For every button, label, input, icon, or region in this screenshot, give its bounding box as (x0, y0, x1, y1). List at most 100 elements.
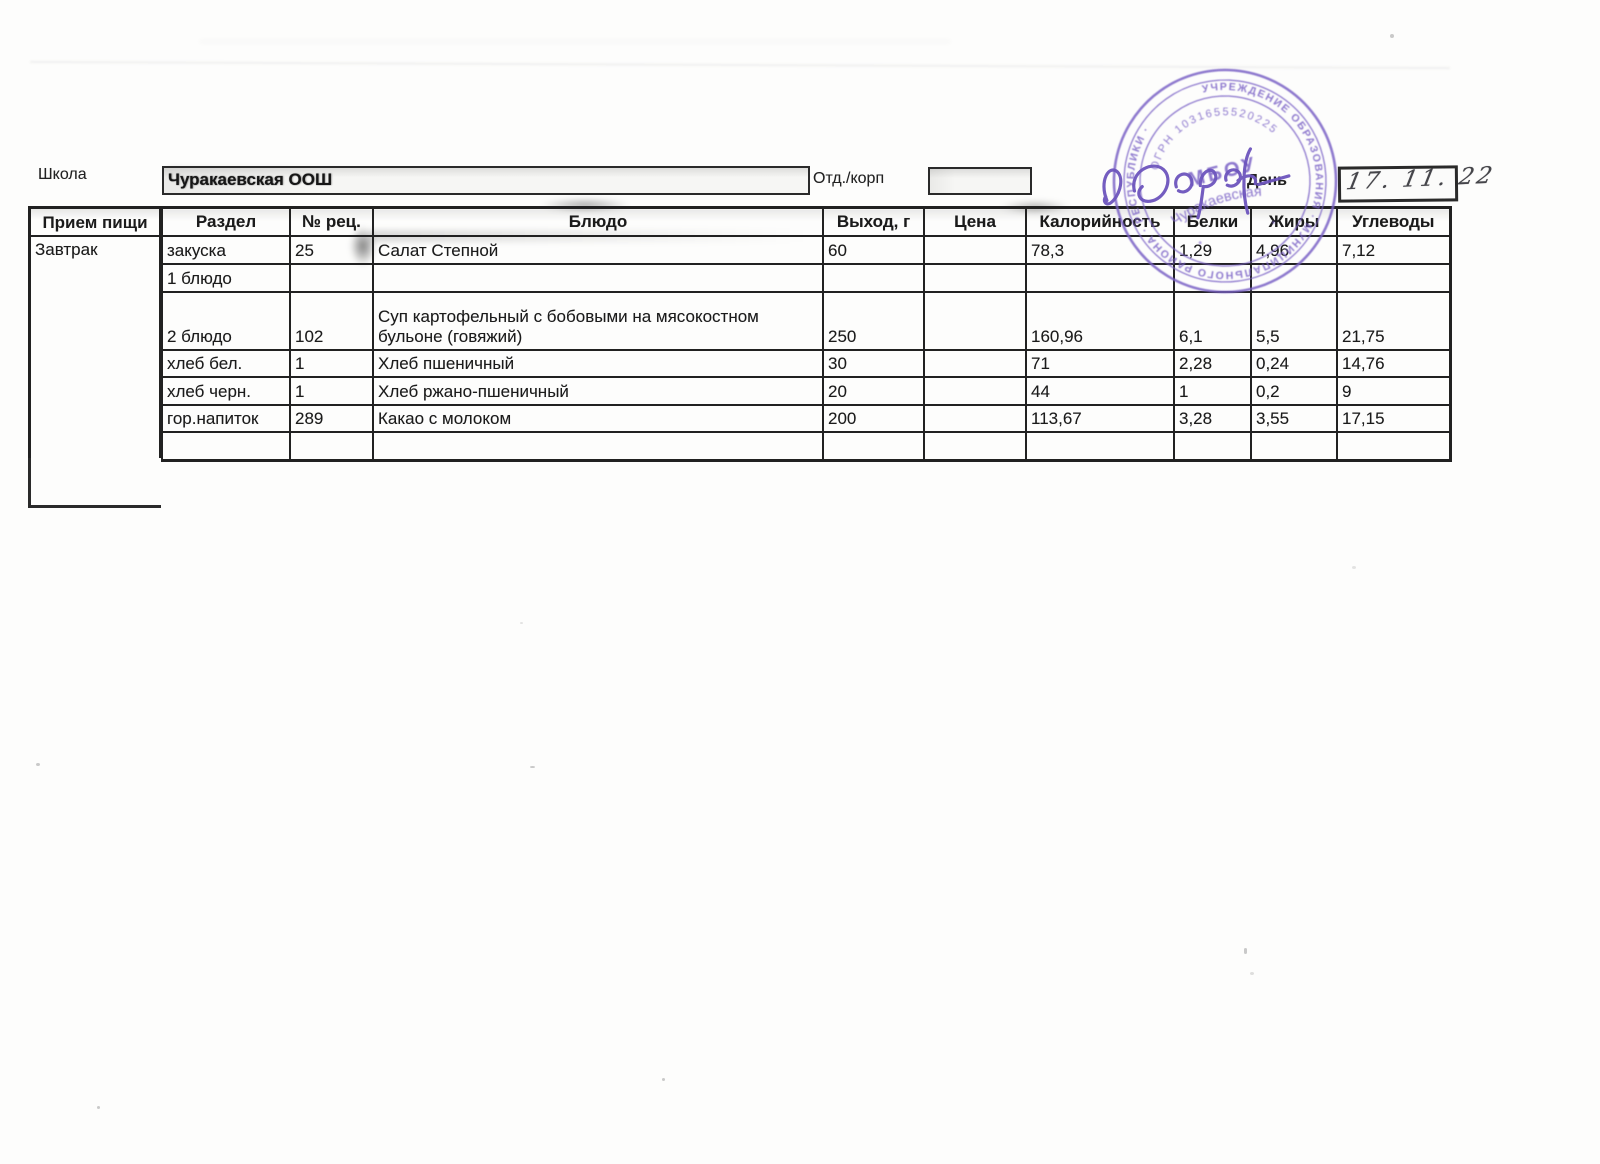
column-header-dish: Блюдо (372, 206, 824, 237)
cell-protein: 1 (1173, 376, 1252, 406)
school-value: Чуракаевская ООШ (168, 170, 333, 189)
cell-protein: 6,1 (1173, 291, 1252, 351)
cell-section: закуска (161, 235, 291, 265)
cell-dish: Суп картофельный с бобовыми на мясокостн… (372, 291, 824, 351)
cell-calories: 113,67 (1025, 404, 1175, 433)
cell-carbs: 9 (1336, 376, 1451, 406)
cell-carbs: 17,15 (1336, 404, 1451, 433)
scan-speck (520, 622, 523, 624)
cell-price (923, 404, 1027, 433)
cell-price (923, 376, 1027, 406)
cell-output (822, 431, 925, 461)
cell-fat: 0,2 (1250, 376, 1338, 406)
cell-recipe-no: 102 (289, 291, 374, 351)
cell-fat: 0,24 (1250, 349, 1338, 378)
table-row: хлеб черн. 1 Хлеб ржано-пшеничный 20 44 … (161, 376, 1451, 406)
cell-section: 1 блюдо (161, 263, 291, 293)
cell-price (923, 349, 1027, 378)
column-header-output: Выход, г (822, 206, 925, 237)
cell-protein: 2,28 (1173, 349, 1252, 378)
cell-calories: 71 (1025, 349, 1175, 378)
cell-carbs (1336, 431, 1451, 461)
column-header-recipe-no: № рец. (289, 206, 374, 237)
cell-price (923, 235, 1027, 265)
table-row: хлеб бел. 1 Хлеб пшеничный 30 71 2,28 0,… (161, 349, 1451, 378)
cell-price (923, 263, 1027, 293)
cell-section (161, 431, 291, 461)
cell-calories: 160,96 (1025, 291, 1175, 351)
cell-protein (1173, 431, 1252, 461)
cell-fat: 3,55 (1250, 404, 1338, 433)
meal-value: Завтрак (35, 240, 98, 259)
scan-speck (1390, 34, 1394, 38)
cell-fat (1250, 263, 1338, 293)
scan-speck (1244, 948, 1247, 954)
cell-protein (1173, 263, 1252, 293)
cell-output: 60 (822, 235, 925, 265)
cell-recipe-no: 1 (289, 376, 374, 406)
table-row: 2 блюдо 102 Суп картофельный с бобовыми … (161, 291, 1451, 351)
cell-price (923, 431, 1027, 461)
cell-calories: 78,3 (1025, 235, 1175, 265)
menu-table: Раздел № рец. Блюдо Выход, г Цена Калори… (161, 206, 1452, 462)
scan-artifact-line (200, 40, 950, 43)
dept-label: Отд./корп (813, 170, 885, 187)
cell-section: хлеб черн. (161, 376, 291, 406)
scan-speck (1250, 972, 1254, 975)
cell-dish (372, 431, 824, 461)
table-row: гор.напиток 289 Какао с молоком 200 113,… (161, 404, 1451, 433)
school-field: Чуракаевская ООШ (162, 166, 810, 195)
cell-fat (1250, 431, 1338, 461)
svg-text:ОГРН 1031655520225: ОГРН 1031655520225 (1138, 92, 1283, 174)
cell-protein: 3,28 (1173, 404, 1252, 433)
day-label: День (1247, 172, 1287, 189)
day-handwritten-value: 17. 11. 22 (1343, 162, 1498, 196)
cell-fat: 4,96 (1250, 235, 1338, 265)
column-header-carbs: Углеводы (1336, 206, 1451, 237)
cell-recipe-no: 1 (289, 349, 374, 378)
cell-output: 30 (822, 349, 925, 378)
meal-column: Прием пищи Завтрак (28, 206, 161, 458)
column-header-meal: Прием пищи (31, 209, 159, 237)
cell-calories: 44 (1025, 376, 1175, 406)
stamp-ogrn-text: ОГРН 1031655520225 (1138, 92, 1283, 174)
cell-dish (372, 263, 824, 293)
school-label: Школа (38, 166, 87, 183)
column-header-calories: Калорийность (1025, 206, 1175, 237)
meal-column-extension (28, 458, 161, 508)
scan-speck (530, 766, 535, 768)
table-row (161, 431, 1451, 461)
scan-speck (97, 1106, 100, 1109)
column-header-section: Раздел (161, 206, 291, 237)
cell-calories (1025, 431, 1175, 461)
cell-recipe-no (289, 431, 374, 461)
cell-output (822, 263, 925, 293)
cell-dish: Хлеб пшеничный (372, 349, 824, 378)
cell-carbs: 14,76 (1336, 349, 1451, 378)
column-header-price: Цена (923, 206, 1027, 237)
dept-field (928, 167, 1032, 195)
cell-section: гор.напиток (161, 404, 291, 433)
cell-dish: Хлеб ржано-пшеничный (372, 376, 824, 406)
cell-calories (1025, 263, 1175, 293)
cell-output: 250 (822, 291, 925, 351)
scan-artifact-line (30, 60, 1450, 70)
cell-dish: Салат Степной (372, 235, 824, 265)
cell-recipe-no: 25 (289, 235, 374, 265)
scan-speck (1352, 566, 1356, 569)
cell-output: 200 (822, 404, 925, 433)
column-header-fat: Жиры (1250, 206, 1338, 237)
day-field: 17. 11. 22 (1337, 162, 1498, 203)
cell-price (923, 291, 1027, 351)
cell-recipe-no (289, 263, 374, 293)
cell-carbs (1336, 263, 1451, 293)
scan-speck (36, 763, 40, 766)
cell-dish: Какао с молоком (372, 404, 824, 433)
cell-recipe-no: 289 (289, 404, 374, 433)
scan-speck (662, 1078, 665, 1081)
column-header-protein: Белки (1173, 206, 1252, 237)
cell-section: 2 блюдо (161, 291, 291, 351)
cell-section: хлеб бел. (161, 349, 291, 378)
table-header-row: Раздел № рец. Блюдо Выход, г Цена Калори… (161, 206, 1451, 237)
